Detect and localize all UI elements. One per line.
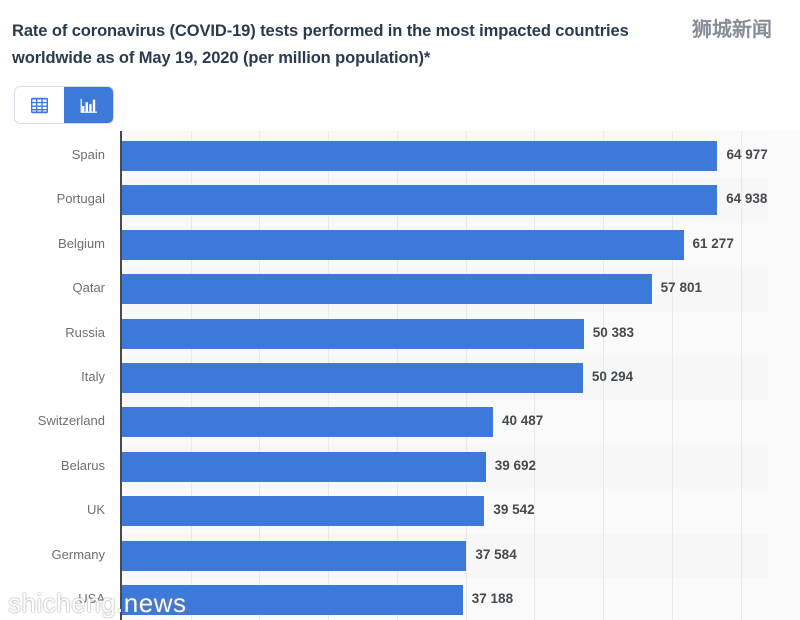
page-title: Rate of coronavirus (COVID-19) tests per… (12, 22, 629, 67)
category-label: USA (78, 591, 105, 606)
bar-value-label: 64 977 (726, 147, 768, 162)
bar-value-label: 64 938 (726, 191, 768, 207)
bar[interactable] (122, 407, 494, 438)
bar[interactable] (122, 141, 718, 171)
bar[interactable] (122, 274, 652, 305)
bar-chart-icon (80, 97, 98, 114)
bar[interactable] (122, 540, 467, 571)
plot-right-padding (768, 131, 800, 620)
category-label: Switzerland (37, 413, 105, 429)
bar-value-label: 61 277 (692, 235, 734, 251)
category-label: Germany (51, 546, 105, 562)
bar-value-label: 50 294 (591, 369, 634, 384)
table-grid-icon (31, 97, 48, 114)
bar-value-label: 50 383 (592, 324, 634, 340)
bar-value-label: 57 801 (660, 280, 702, 296)
category-label: Russia (65, 324, 105, 340)
bar[interactable] (122, 451, 486, 482)
category-label: Portugal (56, 191, 105, 207)
bar-value-label: 39 542 (493, 502, 535, 518)
bar[interactable] (122, 496, 485, 527)
gridline (740, 131, 742, 620)
bar[interactable] (122, 229, 684, 260)
bar[interactable] (122, 363, 583, 393)
chart-view-toggle[interactable] (64, 87, 113, 123)
view-toggle-group[interactable] (14, 86, 114, 124)
bar-chart: Spain Portugal Belgium Qatar Russia Italy Swit… (0, 131, 800, 620)
bar-series: 64 977 64 938 61 277 57 801 50 383 50 294 40 4… (0, 131, 800, 620)
gridline (603, 131, 605, 620)
category-label: Belgium (58, 235, 105, 251)
bar[interactable] (122, 585, 463, 615)
bar-value-label: 40 487 (502, 413, 544, 429)
category-label: Italy (81, 369, 105, 384)
category-axis-labels: Spain Portugal Belgium Qatar Russia Italy Swit… (0, 131, 120, 620)
gridline (671, 131, 673, 620)
category-label: UK (86, 502, 105, 518)
bar-value-label: 37 584 (475, 546, 517, 562)
bar[interactable] (122, 185, 718, 216)
table-view-toggle[interactable] (15, 87, 64, 123)
category-label: Spain (71, 147, 105, 162)
category-label: Qatar (72, 280, 105, 296)
bar-value-label: 37 188 (471, 591, 514, 606)
category-label: Belarus (60, 457, 105, 473)
bar-value-label: 39 692 (494, 457, 537, 473)
bar[interactable] (122, 318, 584, 349)
